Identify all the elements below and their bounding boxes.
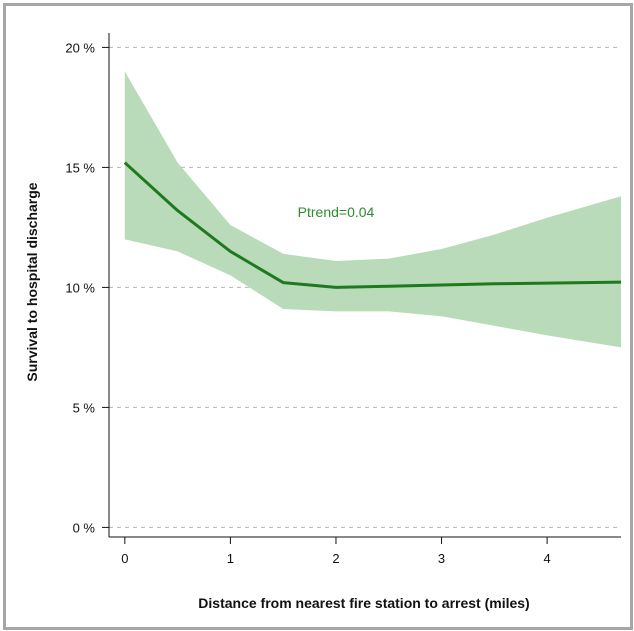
- x-axis-title: Distance from nearest fire station to ar…: [198, 595, 529, 611]
- ptrend-annotation: Ptrend=0.04: [298, 204, 375, 220]
- y-tick-label: 5 %: [73, 400, 96, 415]
- survival-trend-line: [123, 161, 622, 289]
- x-tick-label: 1: [227, 551, 234, 566]
- y-tick-label: 15 %: [65, 160, 95, 175]
- y-tick-label: 20 %: [65, 40, 95, 55]
- x-tick-label: 2: [332, 551, 339, 566]
- axes: 0 % 5 % 10 % 15 % 20 % 0 1 2 3 4: [65, 33, 621, 566]
- y-tick-label: 0 %: [73, 520, 96, 535]
- confidence-band: [124, 71, 622, 348]
- y-tick-label: 10 %: [65, 280, 95, 295]
- confidence-band-layer: [124, 71, 622, 348]
- x-tick-label: 3: [438, 551, 445, 566]
- trend-line-layer: [123, 161, 622, 289]
- y-axis-title: Survival to hospital discharge: [24, 182, 40, 381]
- x-tick-label: 0: [121, 551, 128, 566]
- x-tick-label: 4: [543, 551, 550, 566]
